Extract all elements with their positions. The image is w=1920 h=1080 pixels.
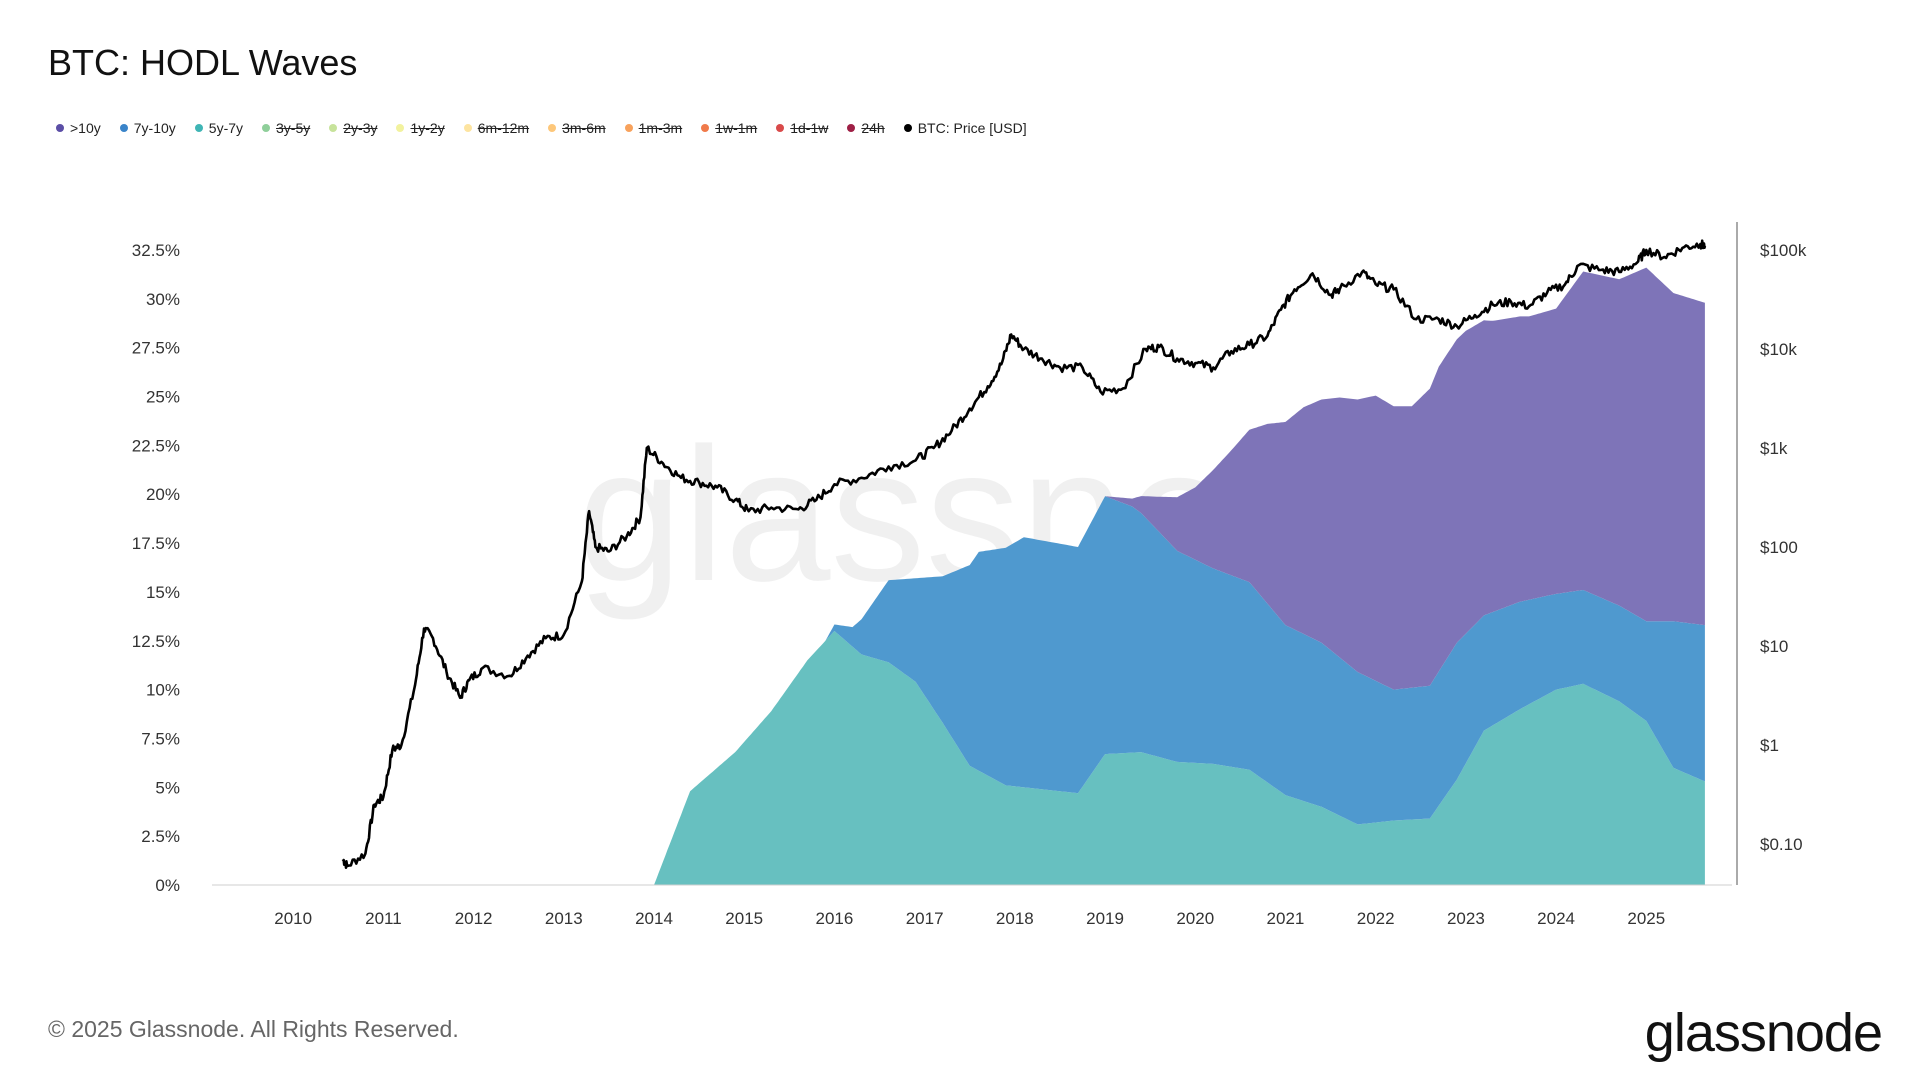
area-7y-10y — [654, 496, 1705, 885]
legend-dot-icon — [701, 124, 710, 132]
legend-label: 1m-3m — [638, 120, 683, 136]
area-series-group — [654, 267, 1705, 886]
legend-label: 7y-10y — [133, 120, 176, 136]
legend-dot-icon — [329, 124, 338, 132]
legend-dot-icon — [56, 124, 64, 132]
legend-dot-icon — [776, 124, 785, 132]
x-tick-label: 2022 — [1357, 909, 1395, 928]
legend-dot-icon — [262, 124, 271, 132]
x-tick-label: 2019 — [1086, 909, 1124, 928]
y-left-tick-label: 17.5% — [132, 534, 180, 553]
area-5y-7y — [654, 631, 1705, 885]
legend-label: 6m-12m — [477, 120, 530, 136]
legend-label: 2y-3y — [343, 120, 378, 136]
y-right-tick-label: $100 — [1760, 538, 1798, 557]
legend-item[interactable]: BTC: Price [USD] — [903, 120, 1027, 136]
legend-label: 3y-5y — [276, 120, 311, 136]
legend-dot-icon — [396, 124, 405, 132]
legend-item[interactable]: 1w-1m — [701, 120, 757, 136]
x-tick-label: 2016 — [816, 909, 854, 928]
y-left-tick-label: 7.5% — [141, 729, 180, 748]
legend-dot-icon — [194, 124, 203, 132]
legend-label: 1d-1w — [790, 120, 829, 136]
area--10y — [654, 267, 1705, 886]
legend-label: >10y — [70, 120, 101, 136]
y-right-tick-label: $100k — [1760, 241, 1807, 260]
legend-item[interactable]: 3m-6m — [548, 120, 606, 136]
legend-dot-icon — [548, 124, 557, 132]
legend-dot-icon — [463, 124, 472, 132]
legend-dot-icon — [624, 124, 633, 132]
x-tick-label: 2015 — [725, 909, 763, 928]
legend-item[interactable]: 24h — [847, 120, 885, 136]
y-left-tick-label: 12.5% — [132, 632, 180, 651]
x-tick-label: 2021 — [1267, 909, 1305, 928]
legend-label: 1w-1m — [715, 120, 758, 136]
legend-dot-icon — [847, 124, 856, 132]
x-tick-label: 2024 — [1537, 909, 1575, 928]
legend-item[interactable]: 1m-3m — [624, 120, 683, 136]
y-left-tick-label: 15% — [146, 583, 180, 602]
legend-item[interactable]: 3y-5y — [262, 120, 310, 136]
y-right-tick-label: $0.10 — [1760, 835, 1803, 854]
legend-item[interactable]: 1y-2y — [396, 120, 445, 136]
y-left-tick-label: 20% — [146, 485, 180, 504]
legend-item[interactable]: 1d-1w — [776, 120, 828, 136]
legend-item[interactable]: 5y-7y — [194, 120, 244, 136]
y-right-tick-label: $1 — [1760, 736, 1779, 755]
x-tick-label: 2011 — [365, 909, 402, 928]
x-tick-label: 2025 — [1627, 909, 1665, 928]
x-tick-label: 2013 — [545, 909, 583, 928]
legend-label: 3m-6m — [562, 120, 606, 136]
y-left-tick-label: 2.5% — [141, 827, 180, 846]
copyright-footer: © 2025 Glassnode. All Rights Reserved. — [48, 1016, 459, 1042]
y-left-tick-label: 30% — [146, 290, 180, 309]
y-left-tick-label: 32.5% — [132, 241, 180, 260]
legend-item[interactable]: 6m-12m — [463, 120, 530, 136]
chart-title: BTC: HODL Waves — [48, 42, 358, 83]
y-right-tick-label: $10 — [1760, 637, 1788, 656]
legend-dot-icon — [903, 124, 912, 132]
legend-item[interactable]: >10y — [56, 120, 101, 136]
legend-item[interactable]: 7y-10y — [119, 120, 176, 136]
y-left-tick-label: 22.5% — [132, 436, 180, 455]
x-tick-label: 2014 — [635, 909, 673, 928]
x-tick-label: 2018 — [996, 909, 1034, 928]
x-tick-label: 2023 — [1447, 909, 1485, 928]
y-left-tick-label: 10% — [146, 681, 180, 700]
y-left-tick-label: 0% — [155, 876, 180, 895]
legend-label: 1y-2y — [410, 120, 445, 136]
x-tick-label: 2020 — [1176, 909, 1214, 928]
legend-label: 5y-7y — [208, 120, 244, 136]
x-tick-label: 2010 — [274, 909, 312, 928]
legend-label: BTC: Price [USD] — [917, 120, 1027, 136]
legend-item[interactable]: 2y-3y — [329, 120, 377, 136]
price-line-group — [341, 239, 1707, 869]
y-right-tick-label: $10k — [1760, 340, 1797, 359]
y-left-tick-label: 5% — [155, 778, 180, 797]
y-left-tick-label: 25% — [146, 388, 180, 407]
x-tick-label: 2012 — [455, 909, 493, 928]
btc-price-line — [341, 239, 1707, 869]
y-right-tick-label: $1k — [1760, 439, 1788, 458]
legend: >10y 7y-10y 5y-7y 3y-5y 2y-3y 1y-2y 6m-12m 3m-6… — [56, 120, 1046, 136]
legend-label: 24h — [861, 120, 885, 136]
y-left-tick-label: 27.5% — [132, 339, 180, 358]
axes-group: 0% 2.5% 5% 7.5% 10% 12.5% 15% 17.5% 20% 22.5% 25% 2… — [132, 222, 1807, 928]
glassnode-logo[interactable]: glassnode — [1644, 1003, 1883, 1063]
x-tick-label: 2017 — [906, 909, 944, 928]
legend-dot-icon — [119, 124, 128, 132]
